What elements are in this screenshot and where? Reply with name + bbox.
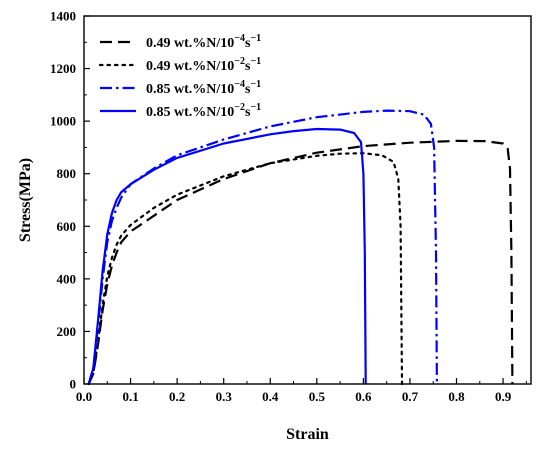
y-tick-label: 200: [57, 324, 77, 339]
x-tick-label: 0.3: [216, 389, 233, 404]
legend-label: 0.49 wt.%N/10−2s−1: [146, 56, 261, 74]
series-line-3: [87, 109, 438, 385]
y-tick-label: 0: [70, 377, 77, 392]
x-tick-label: 0.0: [76, 389, 92, 404]
legend-label: 0.85 wt.%N/10−4s−1: [146, 79, 261, 97]
plot-lines: [87, 109, 514, 386]
y-axis-ticks: 0 200 400 600 800 1000 1200 1400: [50, 9, 90, 392]
legend-label: 0.85 wt.%N/10−2s−1: [146, 102, 261, 120]
x-axis-ticks: 0.0 0.1 0.2 0.3 0.4 0.5 0.6 0.7 0.8 0.9: [76, 378, 527, 404]
x-axis-label: Strain: [286, 426, 329, 443]
x-tick-label: 0.9: [495, 389, 512, 404]
x-tick-label: 0.8: [448, 389, 465, 404]
legend-entry-3: 0.85 wt.%N/10−4s−1: [100, 79, 261, 97]
legend-entry-4: 0.85 wt.%N/10−2s−1: [100, 102, 261, 120]
y-tick-label: 1000: [50, 114, 76, 129]
y-tick-label: 800: [57, 166, 77, 181]
x-tick-label: 0.7: [402, 389, 419, 404]
y-axis-label: Stress(MPa): [17, 158, 34, 242]
y-tick-label: 600: [57, 219, 77, 234]
legend-entry-1: 0.49 wt.%N/10−4s−1: [100, 33, 261, 51]
y-tick-label: 400: [57, 271, 77, 286]
x-tick-label: 0.4: [262, 389, 279, 404]
legend: 0.49 wt.%N/10−4s−1 0.49 wt.%N/10−2s−1 0.85…: [98, 33, 261, 120]
series-line-4: [87, 127, 367, 385]
series-line-1: [87, 139, 514, 385]
series-line-2: [87, 152, 404, 386]
legend-entry-2: 0.49 wt.%N/10−2s−1: [98, 56, 261, 74]
x-tick-label: 0.1: [122, 389, 138, 404]
y-tick-label: 1400: [50, 9, 76, 24]
legend-label: 0.49 wt.%N/10−4s−1: [146, 33, 261, 51]
x-tick-label: 0.6: [355, 389, 372, 404]
x-tick-label: 0.2: [169, 389, 185, 404]
x-tick-label: 0.5: [309, 389, 326, 404]
y-tick-label: 1200: [50, 61, 76, 76]
